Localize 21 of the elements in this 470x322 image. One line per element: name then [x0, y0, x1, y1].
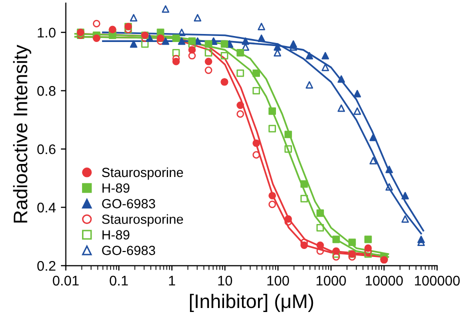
y-tick-label: 0.6	[37, 144, 56, 154]
x-tick-label: 100000	[414, 276, 460, 286]
y-axis-title: Radioactive Intensity	[13, 44, 32, 223]
legend-label: H-89	[102, 183, 130, 193]
legend-label: GO-6983	[102, 246, 156, 256]
x-tick-label: 10	[218, 276, 232, 286]
legend-label: GO-6983	[102, 198, 156, 208]
y-tick-label: 1.0	[38, 28, 56, 38]
legend-label: Staurosporine	[102, 214, 183, 227]
legend-label: H-89	[102, 230, 130, 240]
y-tick-label: 0.8	[37, 86, 56, 96]
y-tick-label: 0.2	[37, 260, 56, 271]
x-tick-label: 1	[169, 276, 176, 286]
x-tick-label: 1000	[316, 276, 346, 286]
x-tick-label: 0.01	[52, 276, 79, 286]
x-tick-label: 0.1	[110, 276, 128, 286]
y-tick-label: 0.4	[37, 202, 56, 212]
x-tick-label: 10000	[366, 276, 403, 286]
x-axis-title: [Inhibitor] (μM)	[190, 294, 314, 312]
x-tick-label: 100	[267, 276, 290, 286]
legend-label: Staurosporine	[102, 167, 183, 180]
